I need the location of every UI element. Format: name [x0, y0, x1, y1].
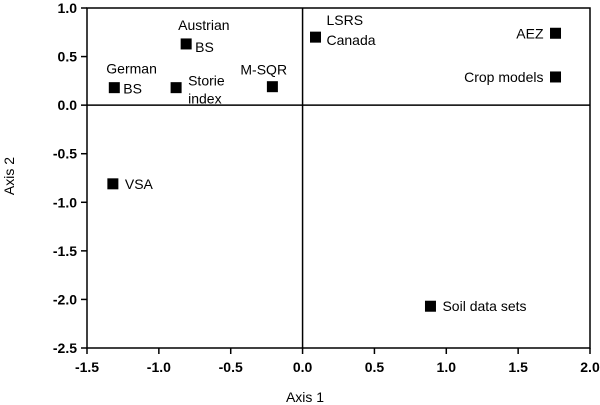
- y-tick-label: 0.5: [58, 49, 78, 65]
- data-point: VSA: [107, 176, 154, 192]
- y-tick-label: 0.0: [58, 97, 78, 113]
- plot-frame: [86, 7, 591, 349]
- point-label: German: [106, 61, 157, 77]
- point-marker: [180, 38, 192, 50]
- data-point: Crop models: [464, 69, 562, 85]
- point-label: Crop models: [464, 69, 543, 85]
- x-axis-label: Axis 1: [286, 389, 324, 405]
- point-marker: [550, 27, 562, 39]
- point-label: BS: [195, 39, 214, 55]
- point-label: Austrian: [178, 17, 229, 33]
- point-label: Soil data sets: [442, 298, 526, 314]
- point-label: AEZ: [516, 25, 544, 41]
- point-marker: [424, 300, 436, 312]
- data-point: Soil data sets: [424, 298, 527, 314]
- data-point: Storie index: [170, 73, 225, 107]
- y-tick-label: -1.5: [53, 243, 77, 259]
- x-tick-label: -0.5: [219, 359, 243, 375]
- point-marker: [108, 82, 120, 94]
- y-axis-label: Axis 2: [1, 157, 17, 195]
- y-tick-label: -0.5: [53, 146, 77, 162]
- data-point: M-SQR: [240, 62, 287, 93]
- axes: [81, 7, 591, 354]
- data-points: German BS Austrian BS Storie index M-SQR LSRS Ca…: [106, 12, 562, 314]
- y-tick-label: -2.5: [53, 340, 77, 356]
- point-marker: [107, 178, 119, 190]
- x-tick-label: 0.0: [293, 359, 313, 375]
- point-marker: [266, 81, 278, 93]
- point-label: M-SQR: [240, 62, 287, 78]
- point-label: index: [188, 91, 221, 107]
- point-marker: [310, 31, 322, 43]
- point-label: Storie: [188, 73, 225, 89]
- x-tick-label: 2.0: [580, 359, 600, 375]
- point-marker: [170, 82, 182, 94]
- point-label: Canada: [327, 32, 376, 48]
- y-tick-label: -1.0: [53, 194, 77, 210]
- data-point: German BS: [106, 61, 157, 97]
- point-label: LSRS: [327, 12, 364, 28]
- x-tick-label: 1.0: [437, 359, 457, 375]
- point-label: BS: [123, 81, 142, 97]
- x-tick-label: -1.0: [147, 359, 171, 375]
- x-tick-label: 0.5: [365, 359, 385, 375]
- point-label: VSA: [125, 176, 154, 192]
- y-tick-labels: 1.0 0.5 0.0 -0.5 -1.0 -1.5 -2.0 -2.5: [53, 0, 77, 356]
- y-tick-label: 1.0: [58, 0, 78, 16]
- y-tick-label: -2.0: [53, 291, 77, 307]
- data-point: Austrian BS: [178, 17, 229, 55]
- point-marker: [550, 71, 562, 83]
- data-point: AEZ: [516, 25, 562, 41]
- x-tick-label: -1.5: [75, 359, 99, 375]
- x-tick-label: 1.5: [508, 359, 528, 375]
- x-tick-labels: -1.5 -1.0 -0.5 0.0 0.5 1.0 1.5 2.0: [75, 359, 600, 375]
- data-point: LSRS Canada: [310, 12, 376, 48]
